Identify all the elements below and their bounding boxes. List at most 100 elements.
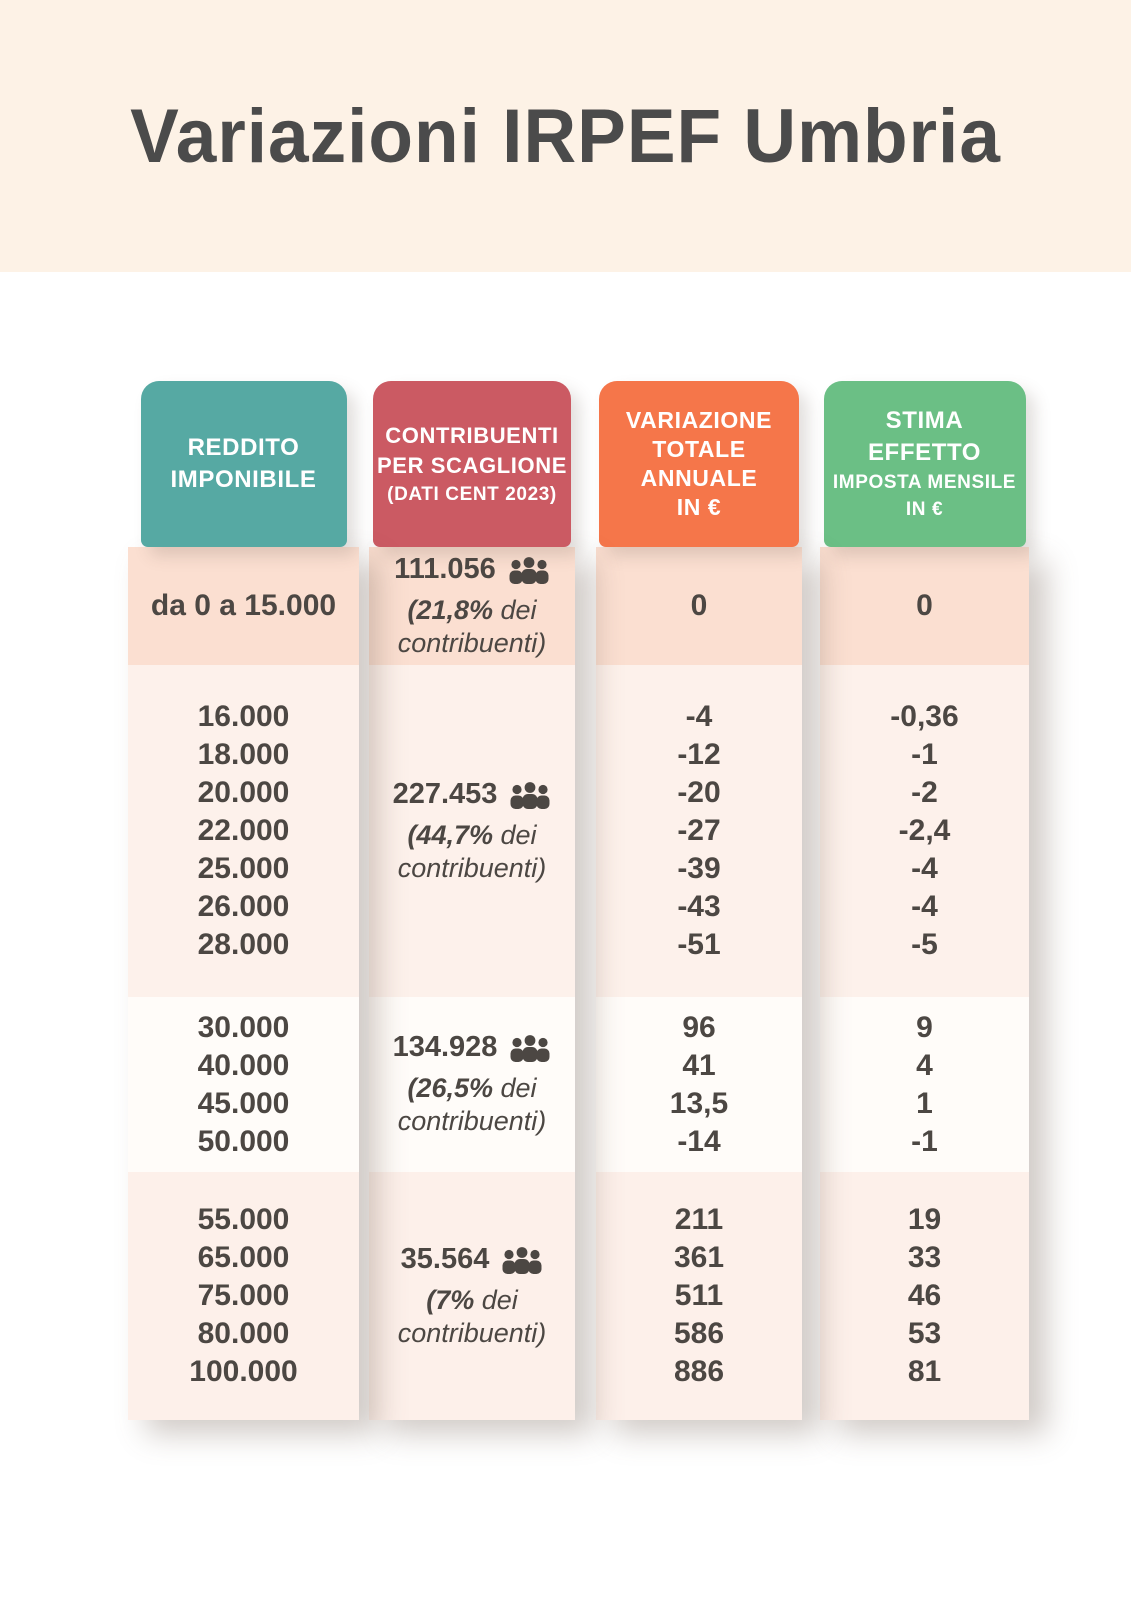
header-label: STIMA: [885, 407, 964, 434]
value-line: 0: [690, 589, 708, 622]
cell-stima-band2: -0,36 -1 -2 -2,4 -4 -4 -5: [820, 665, 1029, 997]
contribuenti-count: 134.928: [392, 1031, 498, 1063]
header-label: IN €: [905, 499, 944, 520]
cell-variazione-band3: 96 41 13,5 -14: [596, 997, 802, 1172]
value-line: -4: [911, 852, 938, 885]
value-line: 26.000: [197, 890, 290, 923]
header-label: REDDITO: [187, 434, 300, 461]
value-line: 9: [916, 1010, 933, 1044]
value-line: 46: [907, 1279, 942, 1312]
header-label: EFFETTO: [867, 439, 982, 466]
value-line: -2: [911, 776, 938, 809]
value-line: 25.000: [197, 852, 290, 885]
cell-reddito-band2: 16.000 18.000 20.000 22.000 25.000 26.00…: [128, 665, 359, 997]
header-label: IMPOSTA MENSILE: [832, 472, 1017, 493]
column-stima-mensile: STIMA EFFETTO IMPOSTA MENSILE IN € 0 -0,…: [820, 381, 1029, 1420]
value-line: 41: [682, 1048, 716, 1082]
value-line: 55.000: [197, 1203, 290, 1236]
header-label: CONTRIBUENTI: [385, 422, 559, 448]
page-title: Variazioni IRPEF Umbria: [130, 93, 1001, 179]
header-label: ANNUALE: [640, 465, 758, 491]
contribuenti-share: (21,8% dei contribuenti): [397, 594, 547, 658]
column-body: 111.056 (21,8% dei contribuenti): [369, 547, 575, 1420]
column-contribuenti: CONTRIBUENTI PER SCAGLIONE (DATI CENT 20…: [369, 381, 575, 1420]
contribuenti-count-row: 134.928: [393, 1031, 552, 1064]
people-icon: [510, 1035, 550, 1062]
value-line: -0,36: [890, 700, 959, 733]
value-line: 586: [673, 1317, 725, 1350]
value-line: -1: [911, 1124, 938, 1158]
value-line: 100.000: [189, 1355, 298, 1388]
value-line: 65.000: [197, 1241, 290, 1274]
value-line: -14: [677, 1124, 721, 1158]
value-line: 50.000: [197, 1124, 290, 1158]
cell-reddito-band3: 30.000 40.000 45.000 50.000: [128, 997, 359, 1172]
irpef-table: REDDITO IMPONIBILE da 0 a 15.000 16.000 …: [128, 381, 1029, 1420]
contribuenti-count: 227.453: [392, 777, 498, 810]
value-line: -1: [911, 738, 938, 771]
column-reddito-imponibile: REDDITO IMPONIBILE da 0 a 15.000 16.000 …: [128, 381, 359, 1420]
column-variazione-annuale: VARIAZIONE TOTALE ANNUALE IN € 0 -4 -12 …: [596, 381, 802, 1420]
value-line: -43: [677, 890, 721, 923]
cell-variazione-band2: -4 -12 -20 -27 -39 -43 -51: [596, 665, 802, 997]
cell-stima-band1: 0: [820, 547, 1029, 665]
value-line: -4: [685, 700, 713, 733]
header-label: IN €: [676, 494, 722, 520]
value-line: 75.000: [197, 1279, 290, 1312]
header-label: IMPONIBILE: [170, 466, 317, 493]
value-line: 511: [674, 1279, 724, 1312]
title-banner: Variazioni IRPEF Umbria: [0, 0, 1131, 272]
value-line: 22.000: [197, 814, 290, 847]
value-line: da 0 a 15.000: [150, 589, 337, 622]
value-line: -2,4: [898, 814, 951, 847]
value-line: 18.000: [197, 738, 290, 771]
header-label: PER SCAGLIONE: [377, 452, 567, 478]
cell-contribuenti-band3: 134.928 (26,5% dei contribuenti): [369, 997, 575, 1172]
contribuenti-share: (7% dei contribuenti): [397, 1284, 547, 1348]
cell-stima-band4: 19 33 46 53 81: [820, 1172, 1029, 1420]
value-line: 19: [907, 1203, 942, 1236]
value-line: -39: [677, 852, 721, 885]
header-badge-contribuenti: CONTRIBUENTI PER SCAGLIONE (DATI CENT 20…: [373, 381, 571, 547]
value-line: -51: [677, 928, 721, 961]
header-label: VARIAZIONE: [625, 407, 773, 433]
value-line: 1: [916, 1086, 933, 1120]
column-body: 0 -0,36 -1 -2 -2,4 -4 -4 -5 9 4 1 -1: [820, 547, 1029, 1420]
contribuenti-share: (44,7% dei contribuenti): [397, 819, 547, 883]
value-line: 80.000: [197, 1317, 290, 1350]
value-line: 45.000: [197, 1086, 290, 1120]
cell-variazione-band4: 211 361 511 586 886: [596, 1172, 802, 1420]
header-badge-variazione: VARIAZIONE TOTALE ANNUALE IN €: [599, 381, 799, 547]
value-line: 16.000: [197, 700, 290, 733]
contribuenti-count: 35.564: [400, 1242, 490, 1275]
contribuenti-count-row: 227.453: [393, 778, 552, 811]
people-icon: [502, 1246, 542, 1274]
cell-reddito-band1: da 0 a 15.000: [128, 547, 359, 665]
cell-contribuenti-band1: 111.056 (21,8% dei contribuenti): [369, 547, 575, 665]
value-line: 4: [916, 1048, 933, 1082]
header-label: (DATI CENT 2023): [387, 483, 557, 505]
value-line: -12: [677, 738, 721, 771]
header-badge-reddito: REDDITO IMPONIBILE: [140, 381, 347, 547]
value-line: -27: [677, 814, 721, 847]
header-label: TOTALE: [652, 436, 746, 462]
contribuenti-count: 111.056: [394, 552, 496, 585]
people-icon: [509, 556, 549, 584]
value-line: 33: [907, 1241, 942, 1274]
contribuenti-count-row: 35.564: [401, 1243, 544, 1276]
value-line: 28.000: [197, 928, 290, 961]
people-icon: [510, 781, 550, 809]
value-line: 30.000: [197, 1010, 290, 1044]
cell-contribuenti-band4: 35.564 (7% dei contribuenti): [369, 1172, 575, 1420]
value-line: 40.000: [197, 1048, 290, 1082]
contribuenti-count-row: 111.056: [394, 553, 550, 586]
value-line: 361: [673, 1241, 725, 1274]
column-body: 0 -4 -12 -20 -27 -39 -43 -51 96 41 13,5 …: [596, 547, 802, 1420]
cell-variazione-band1: 0: [596, 547, 802, 665]
contribuenti-share: (26,5% dei contribuenti): [397, 1073, 547, 1136]
value-line: 81: [907, 1355, 942, 1388]
value-line: -5: [911, 928, 938, 961]
value-line: 886: [673, 1355, 725, 1388]
cell-contribuenti-band2: 227.453 (44,7% dei contribuenti): [369, 665, 575, 997]
